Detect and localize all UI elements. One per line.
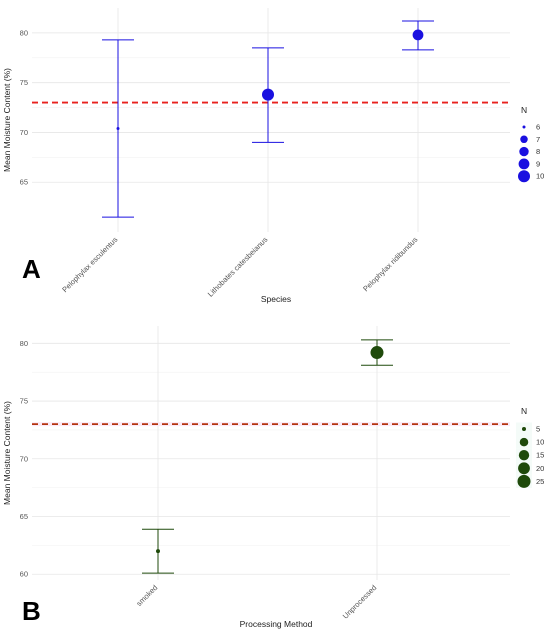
legend-symbol bbox=[522, 427, 526, 431]
panel-label: A bbox=[22, 254, 41, 284]
x-tick-label: Pelophylax ridibundus bbox=[361, 235, 419, 293]
reference-band bbox=[32, 422, 510, 427]
chart-panel-b: 60 65 70 75 80 smoked Unprocessed Processing Me… bbox=[2, 326, 544, 629]
y-tick-label: 60 bbox=[20, 570, 28, 579]
legend-label: 6 bbox=[536, 123, 540, 132]
legend-symbol bbox=[518, 170, 530, 183]
legend-label: 8 bbox=[536, 147, 540, 156]
data-point bbox=[262, 88, 274, 101]
x-axis-title: Species bbox=[261, 294, 291, 304]
legend-symbol bbox=[518, 450, 530, 461]
legend-title: N bbox=[521, 105, 527, 115]
legend-label: 7 bbox=[536, 135, 540, 144]
legend-symbol bbox=[519, 437, 529, 447]
y-tick-label: 75 bbox=[20, 397, 28, 406]
chart-panel-a: 65 70 75 80 Pelophylax esculentus Lithobates … bbox=[2, 8, 544, 304]
legend-symbol bbox=[519, 146, 529, 157]
legend-symbol bbox=[518, 158, 530, 170]
legend-label: 9 bbox=[536, 159, 540, 168]
x-tick-label: Unprocessed bbox=[341, 583, 379, 621]
legend-symbol bbox=[522, 125, 526, 129]
x-tick-label: Lithobates catesbeianus bbox=[206, 235, 270, 299]
legend-label: 20 bbox=[536, 464, 544, 473]
legend: N6 7 8 9 10 bbox=[518, 105, 544, 183]
data-point bbox=[116, 126, 120, 130]
data-point bbox=[412, 29, 424, 41]
x-tick-label: smoked bbox=[134, 583, 159, 608]
legend-label: 10 bbox=[536, 438, 544, 447]
y-tick-label: 80 bbox=[20, 339, 28, 348]
y-tick-label: 65 bbox=[20, 178, 28, 187]
y-tick-label: 75 bbox=[20, 78, 28, 87]
data-point bbox=[156, 549, 160, 554]
legend-label: 5 bbox=[536, 425, 540, 434]
y-tick-label: 70 bbox=[20, 454, 28, 463]
x-axis-title: Processing Method bbox=[240, 619, 313, 629]
y-axis-title: Mean Moisture Content (%) bbox=[2, 401, 12, 505]
legend-symbol bbox=[517, 474, 531, 488]
y-tick-label: 80 bbox=[20, 28, 28, 37]
y-tick-label: 70 bbox=[20, 128, 28, 137]
data-point bbox=[370, 346, 384, 360]
legend-label: 10 bbox=[536, 172, 544, 181]
panel-label: B bbox=[22, 596, 41, 626]
legend-label: 25 bbox=[536, 477, 544, 486]
legend: N5 10 15 20 25 bbox=[516, 406, 544, 488]
x-tick-label: Pelophylax esculentus bbox=[60, 235, 119, 294]
legend-title: N bbox=[521, 406, 527, 416]
legend-symbol bbox=[518, 462, 530, 475]
legend-label: 15 bbox=[536, 451, 544, 460]
legend-symbol bbox=[520, 135, 528, 144]
y-axis-title: Mean Moisture Content (%) bbox=[2, 68, 12, 172]
y-tick-label: 65 bbox=[20, 512, 28, 521]
